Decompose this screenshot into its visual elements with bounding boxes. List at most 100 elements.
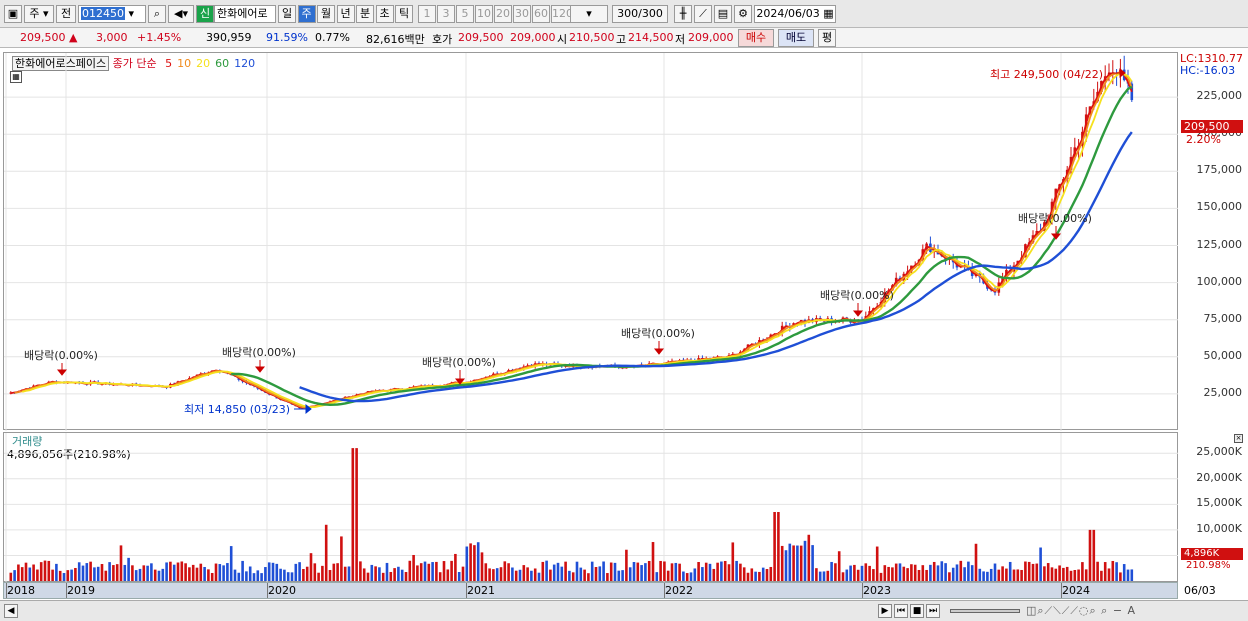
volume-bar (754, 571, 757, 581)
volume-bar (556, 562, 560, 581)
volume-bar (1046, 563, 1050, 581)
minute-option-1[interactable]: 3 (437, 5, 455, 23)
volume-bar (780, 545, 784, 581)
low-arrow-icon (294, 403, 312, 415)
search-icon[interactable]: ⌕ (148, 5, 166, 23)
volume-bar (13, 570, 16, 581)
volume-bar (564, 561, 567, 581)
volume-bar (701, 567, 704, 581)
end-date-label: 06/03 (1184, 584, 1216, 597)
stock-name: 한화에어로 (214, 5, 276, 23)
gear-icon[interactable]: ⚙ (734, 5, 752, 23)
date-input[interactable]: 2024/06/03 ▦ (754, 5, 836, 23)
volume-bar (670, 563, 674, 581)
period-tab-5[interactable]: 초 (375, 5, 394, 23)
volume-bar (507, 563, 510, 581)
minute-option-5[interactable]: 30 (513, 5, 531, 23)
volume-bar (640, 565, 643, 581)
volume-bar (450, 560, 453, 581)
quote-bar: 209,500 ▲ 3,000 +1.45% 390,959 91.59% 0.… (0, 28, 1248, 48)
volume-bar (944, 563, 947, 581)
volume-bar (647, 560, 651, 581)
minute-option-2[interactable]: 5 (456, 5, 474, 23)
volume-bar (359, 561, 362, 581)
zoom-slider[interactable] (950, 609, 1020, 613)
volume-bar (644, 563, 647, 581)
ma-legend-120: 120 (234, 57, 256, 70)
eval-button[interactable]: 평 (818, 29, 836, 47)
volume-bar (621, 570, 624, 581)
buy-button[interactable]: 매수 (738, 29, 774, 47)
forward-icon[interactable]: ⏭ (926, 604, 940, 618)
calendar-icon[interactable]: ▦ (10, 71, 22, 83)
save-icon[interactable]: ▤ (714, 5, 732, 23)
volume-bar (62, 573, 66, 581)
high-label: 고 (616, 33, 627, 46)
period-tab-0[interactable]: 일 (278, 5, 296, 23)
volume-bar (609, 562, 613, 581)
volume-bar (446, 569, 450, 581)
volume-tick-label: 20,000K (1196, 470, 1242, 484)
volume-bar (317, 572, 320, 581)
volume-bar (39, 562, 43, 581)
volume-bar (1119, 572, 1122, 581)
speaker-icon[interactable]: ◀▾ (168, 5, 194, 23)
volume-bar (606, 573, 609, 581)
volume-bar (343, 566, 347, 581)
volume-bar (1084, 569, 1088, 581)
volume-bar (241, 560, 244, 581)
volume-bar (1062, 567, 1065, 581)
scroll-left-icon[interactable]: ◀ (4, 604, 18, 618)
volume-chart-pane[interactable]: 거래량 4,896,056주(210.98%) (3, 432, 1179, 583)
volume-bar (412, 554, 415, 581)
minute-option-0[interactable]: 1 (418, 5, 436, 23)
minute-option-3[interactable]: 10 (475, 5, 493, 23)
rewind-icon[interactable]: ⏮ (894, 604, 908, 618)
period-tab-3[interactable]: 년 (336, 5, 355, 23)
stop-icon[interactable]: ■ (910, 604, 924, 618)
volume-bar (43, 560, 47, 581)
layout-icon[interactable]: ▣ (4, 5, 22, 23)
prev-button[interactable]: 전 (56, 5, 76, 23)
low-price: 209,000 (688, 31, 734, 44)
volume-bar (214, 563, 218, 581)
candle-icon[interactable]: ╫ (674, 5, 692, 23)
volume-bar (286, 572, 290, 581)
stock-code-input[interactable]: 012450 ▾ (78, 5, 146, 23)
period-tab-2[interactable]: 월 (317, 5, 335, 23)
x-tick-label: 2019 (67, 584, 95, 597)
minute-option-4[interactable]: 20 (494, 5, 512, 23)
volume-bar (872, 569, 875, 581)
trend-icon[interactable]: ⟋ (694, 5, 712, 23)
volume-bar (1035, 563, 1039, 581)
interval-select[interactable]: ▾ (570, 5, 608, 23)
volume-current-pct: 210.98% (1186, 560, 1231, 571)
volume-bar (659, 560, 662, 581)
count-input[interactable]: 300/300 (612, 5, 668, 23)
minute-option-6[interactable]: 60 (532, 5, 550, 23)
period-tab-4[interactable]: 분 (356, 5, 374, 23)
close-pane-icon[interactable]: × (1234, 434, 1243, 443)
period-tab-6[interactable]: 틱 (395, 5, 413, 23)
volume-bar (495, 568, 499, 581)
sell-button[interactable]: 매도 (778, 29, 814, 47)
x-tick-label: 2023 (863, 584, 891, 597)
volume-bar (416, 565, 419, 581)
high-arrow-icon (1108, 67, 1126, 79)
scroll-right-icon[interactable]: ▶ (878, 604, 892, 618)
ask-price: 209,500 (458, 31, 504, 44)
y-axis-pane: LC:1310.77 HC:-16.03 25,000 50,000 75,000 1… (1178, 52, 1248, 597)
period-tab-1[interactable]: 주 (297, 5, 316, 23)
volume-bar (511, 567, 514, 581)
volume-bar (628, 567, 632, 581)
volume-bar (1103, 562, 1107, 581)
price-chart-pane[interactable]: 한화에어로스페이스 종가 단순 5 10 20 60 120 ▦ 최고 249,500 … (3, 52, 1179, 431)
volume-bar (526, 567, 529, 581)
volume-bar (1050, 567, 1054, 581)
period-select[interactable]: 주 ▾ (24, 5, 54, 23)
volume-bar (1054, 568, 1058, 581)
ma-legend-20: 20 (196, 57, 211, 70)
drawing-tools-icon[interactable]: ◫⌕⟋⟍⟋⟋◌⌕ ⌕ − A (1026, 604, 1137, 617)
volume-bar (697, 561, 700, 581)
minute-option-7[interactable]: 120 (551, 5, 573, 23)
